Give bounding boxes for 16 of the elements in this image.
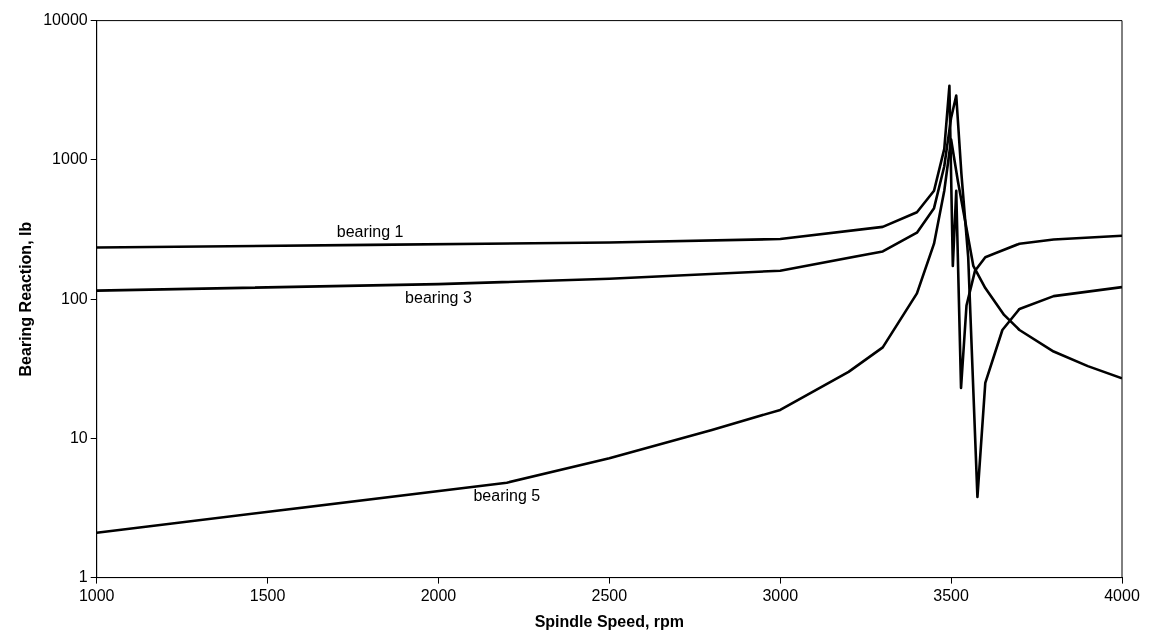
x-tick-label: 2000 (420, 586, 457, 604)
x-tick-label: 2500 (591, 586, 628, 604)
x-tick-label: 1500 (249, 586, 286, 604)
series-label: bearing 5 (473, 487, 541, 505)
y-tick-label: 10000 (43, 11, 88, 29)
x-tick-label: 3500 (933, 586, 970, 604)
series-label: bearing 1 (336, 223, 404, 241)
series-label: bearing 3 (405, 288, 472, 306)
y-tick-label: 10 (69, 428, 88, 446)
y-tick-label: 100 (60, 289, 88, 307)
y-tick-label: 1000 (52, 150, 88, 168)
x-axis-title: Spindle Speed, rpm (534, 612, 685, 630)
y-axis-title: Bearing Reaction, lb (17, 221, 35, 377)
x-tick-label: 4000 (1104, 586, 1140, 604)
x-tick-label: 3000 (762, 586, 799, 604)
y-tick-label: 1 (78, 568, 88, 586)
